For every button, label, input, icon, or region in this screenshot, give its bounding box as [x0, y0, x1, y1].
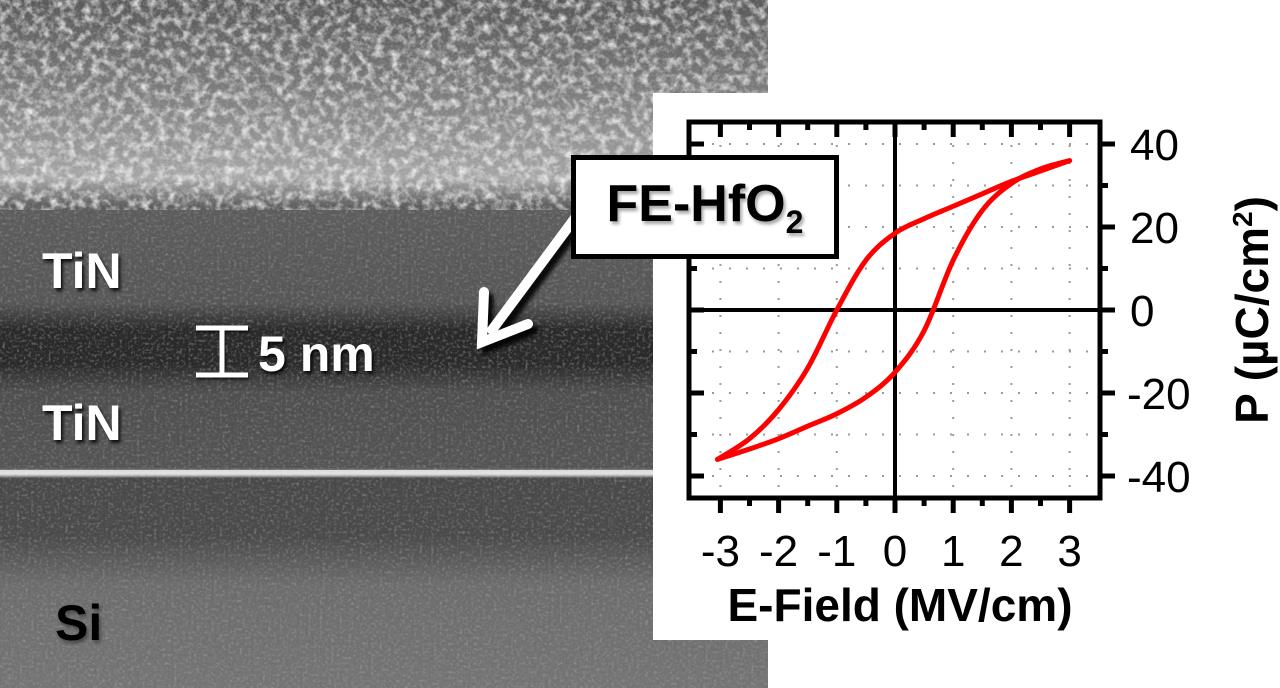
x-axis-title: E-Field (MV/cm) [727, 579, 1072, 631]
y-tick-label: 40 [1130, 121, 1179, 170]
pointer-arrow-icon [476, 213, 580, 350]
x-tick-label: -2 [759, 527, 798, 576]
scale-bar-icon [196, 325, 248, 378]
y-tick-label: -20 [1127, 370, 1191, 419]
y-axis-title: P (µC/cm2) [1226, 196, 1278, 424]
scale-bar-label: 5 nm [258, 326, 375, 382]
y-tick-label: 20 [1130, 204, 1179, 253]
x-tick-label: -1 [817, 527, 856, 576]
hysteresis-curve [714, 158, 1073, 462]
callout-label: FE-HfO2 [606, 174, 804, 240]
label-top-tin: TiN [42, 243, 122, 299]
label-si-substrate: Si [55, 595, 103, 651]
y-tick-label: -40 [1127, 453, 1191, 502]
tem-micrograph [0, 0, 768, 688]
chart-axes [686, 119, 1115, 513]
y-tick-labels: 40 20 0 -20 -40 [1127, 121, 1191, 502]
label-bottom-tin: TiN [42, 395, 122, 451]
x-tick-labels: -3 -2 -1 0 1 2 3 [701, 527, 1082, 576]
fe-hfo2-callout: FE-HfO2 [571, 155, 839, 259]
y-tick-label: 0 [1130, 287, 1154, 336]
x-tick-label: 3 [1057, 527, 1081, 576]
x-tick-label: 2 [999, 527, 1023, 576]
x-tick-label: 0 [883, 527, 907, 576]
x-tick-label: -3 [701, 527, 740, 576]
x-tick-label: 1 [941, 527, 965, 576]
hysteresis-branch [714, 158, 1073, 462]
